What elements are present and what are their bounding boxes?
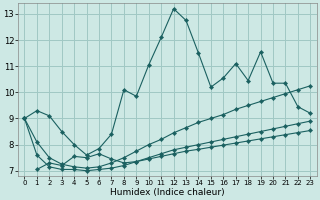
X-axis label: Humidex (Indice chaleur): Humidex (Indice chaleur) [110, 188, 225, 197]
